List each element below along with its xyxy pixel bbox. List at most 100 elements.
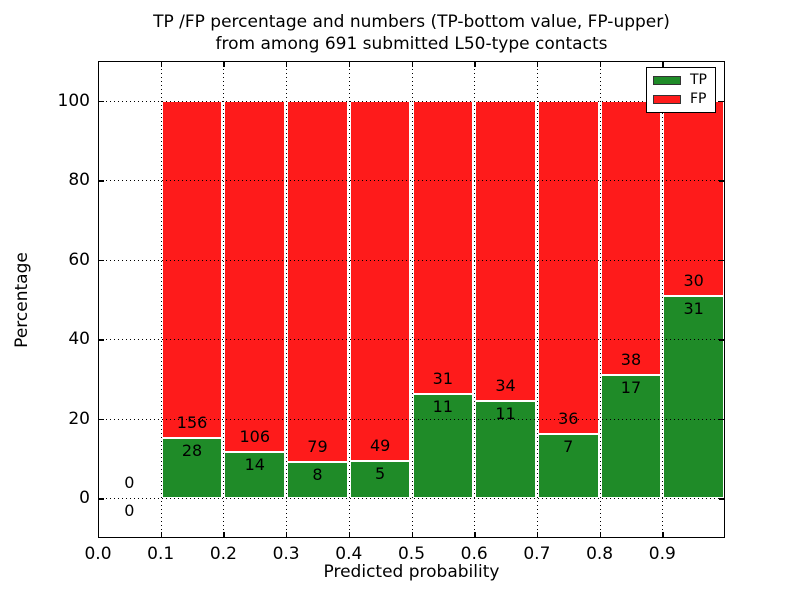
y-tick-label: 60 <box>68 249 90 270</box>
x-gridline <box>474 61 476 538</box>
y-axis-label: Percentage <box>12 252 32 348</box>
bar-label-fp-count: 36 <box>558 408 579 428</box>
x-tick-mark <box>286 61 288 67</box>
bar-label-fp-count: 31 <box>432 369 454 389</box>
x-tick-mark <box>662 61 664 67</box>
bar-label-fp-count: 49 <box>369 436 391 456</box>
x-tick-label: 0.0 <box>84 544 112 564</box>
bar-segment-fp <box>537 100 599 434</box>
x-gridline <box>411 61 413 538</box>
x-gridline <box>599 61 601 538</box>
bar-segment-fp <box>475 100 536 402</box>
x-tick-mark <box>98 61 100 67</box>
y-tick-label: 80 <box>68 170 90 191</box>
bar-segment-fp <box>349 100 411 462</box>
x-tick-label: 0.6 <box>460 544 488 564</box>
bar-segment-tp <box>349 461 411 499</box>
bar-label-tp-count: 17 <box>620 378 642 398</box>
x-tick-mark <box>536 61 539 67</box>
y-tick-mark <box>98 100 104 103</box>
bar-segment-fp <box>287 100 348 462</box>
x-tick-mark <box>662 532 664 538</box>
x-tick-label: 0.5 <box>397 544 426 564</box>
bar-segment-fp <box>600 100 662 376</box>
bar-label-tp-count: 28 <box>181 440 203 460</box>
x-tick-mark <box>160 61 163 67</box>
legend-entry-tp: TP <box>653 73 709 88</box>
y-tick-mark <box>98 498 104 500</box>
bar-label-fp-count: 34 <box>495 376 516 396</box>
bar-label-tp-count: 7 <box>563 436 574 456</box>
x-gridline <box>536 61 538 538</box>
x-tick-mark <box>160 532 163 538</box>
plot-area: 0 0 156 28 106 14 79 8 49 5 31 11 34 11 36 7 38 17 30 31 <box>98 61 725 538</box>
bar-label-fp-count: 38 <box>620 350 642 370</box>
bar-label-fp-count: 156 <box>176 412 208 432</box>
x-tick-mark <box>348 532 351 538</box>
y-tick-mark <box>98 180 104 182</box>
x-tick-mark <box>411 61 413 67</box>
x-tick-label: 0.2 <box>209 544 237 564</box>
bar-label-tp-count: 31 <box>683 299 704 319</box>
chart-title-line-1: TP /FP percentage and numbers (TP-bottom… <box>153 12 670 32</box>
legend-label-tp: TP <box>690 72 707 88</box>
bar-label-fp-count: 79 <box>307 436 328 456</box>
bar-segment-fp <box>161 100 223 438</box>
legend-label-fp: FP <box>690 91 707 107</box>
x-tick-label: 0.8 <box>586 544 614 564</box>
x-tick-mark <box>536 532 539 538</box>
x-tick-mark <box>286 532 288 538</box>
legend: TP FP <box>646 67 716 113</box>
bar-segment-tp <box>475 401 536 499</box>
bar-segment-fp <box>224 100 286 452</box>
x-axis-label: Predicted probability <box>323 562 500 582</box>
y-tick-mark <box>719 418 725 421</box>
bar-segment-fp <box>412 100 474 395</box>
y-tick-mark <box>719 498 725 500</box>
bar-segment-tp <box>412 394 474 499</box>
tp-color-swatch-icon <box>653 76 681 85</box>
x-tick-mark <box>599 532 601 538</box>
bar-segment-tp <box>600 375 662 499</box>
x-tick-mark <box>474 61 476 67</box>
y-tick-label: 100 <box>57 90 90 111</box>
x-tick-mark <box>474 532 476 538</box>
x-tick-label: 0.4 <box>335 544 363 564</box>
y-tick-label: 20 <box>68 408 90 429</box>
x-tick-mark <box>348 61 351 67</box>
x-gridline <box>160 61 162 538</box>
bar-segment-fp <box>663 100 724 297</box>
legend-entry-fp: FP <box>653 92 709 107</box>
y-tick-mark <box>98 418 104 421</box>
bar-label-tp-count: 0 <box>124 501 135 521</box>
x-tick-mark <box>98 532 100 538</box>
y-tick-mark <box>719 339 725 341</box>
bar-segment-tp <box>663 296 724 499</box>
bar-label-fp-count: 0 <box>124 473 135 493</box>
bar-label-tp-count: 11 <box>495 404 516 424</box>
x-tick-mark <box>599 61 601 67</box>
bar-segment-tp <box>287 461 348 499</box>
y-tick-mark <box>719 180 725 182</box>
bar-segment-tp <box>224 451 286 499</box>
x-tick-label: 0.3 <box>272 544 300 564</box>
y-tick-mark <box>98 339 104 341</box>
bar-label-tp-count: 5 <box>375 464 386 484</box>
bar-label-tp-count: 14 <box>244 454 265 474</box>
y-tick-mark <box>98 259 104 262</box>
x-tick-mark <box>223 61 225 67</box>
bar-label-tp-count: 8 <box>312 464 323 484</box>
y-tick-label: 0 <box>79 488 90 509</box>
y-tick-label: 40 <box>68 329 90 350</box>
chart-title-line-2: from among 691 submitted L50-type contac… <box>215 34 608 54</box>
x-tick-label: 0.1 <box>147 544 175 564</box>
fp-color-swatch-icon <box>653 95 681 104</box>
y-tick-mark <box>719 100 725 103</box>
x-tick-mark <box>411 532 413 538</box>
x-gridline <box>662 61 664 538</box>
x-gridline <box>223 61 225 538</box>
bar-segment-tp <box>537 433 599 499</box>
y-tick-mark <box>719 259 725 262</box>
bar-label-tp-count: 11 <box>432 397 454 417</box>
